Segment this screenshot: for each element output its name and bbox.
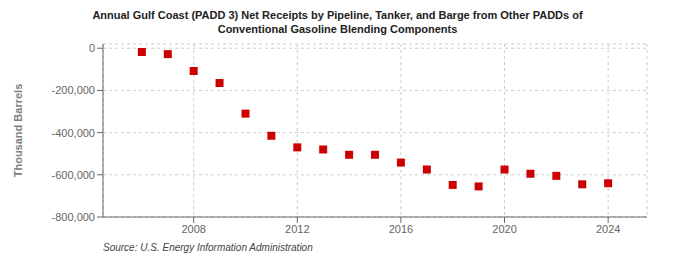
svg-text:2008: 2008 <box>181 223 205 235</box>
svg-text:2012: 2012 <box>285 223 309 235</box>
svg-text:-200,000: -200,000 <box>52 84 95 96</box>
svg-text:-400,000: -400,000 <box>52 127 95 139</box>
svg-text:2016: 2016 <box>389 223 413 235</box>
svg-text:-600,000: -600,000 <box>52 169 95 181</box>
svg-text:-800,000: -800,000 <box>52 211 95 223</box>
html-text:Annual Gulf Coast (PADD 3) Net: Annual Gulf Coast (PADD 3) Net Receipts … <box>92 9 583 21</box>
html-text:Source: U.S. Energy Informatio: Source: U.S. Energy Information Administ… <box>103 242 313 253</box>
svg-text:2024: 2024 <box>596 223 620 235</box>
svg-text:Thousand Barrels: Thousand Barrels <box>12 84 24 178</box>
svg-text:2020: 2020 <box>492 223 516 235</box>
html-text:Conventional Gasoline Blending: Conventional Gasoline Blending Component… <box>217 23 458 35</box>
svg-text:0: 0 <box>89 42 95 54</box>
